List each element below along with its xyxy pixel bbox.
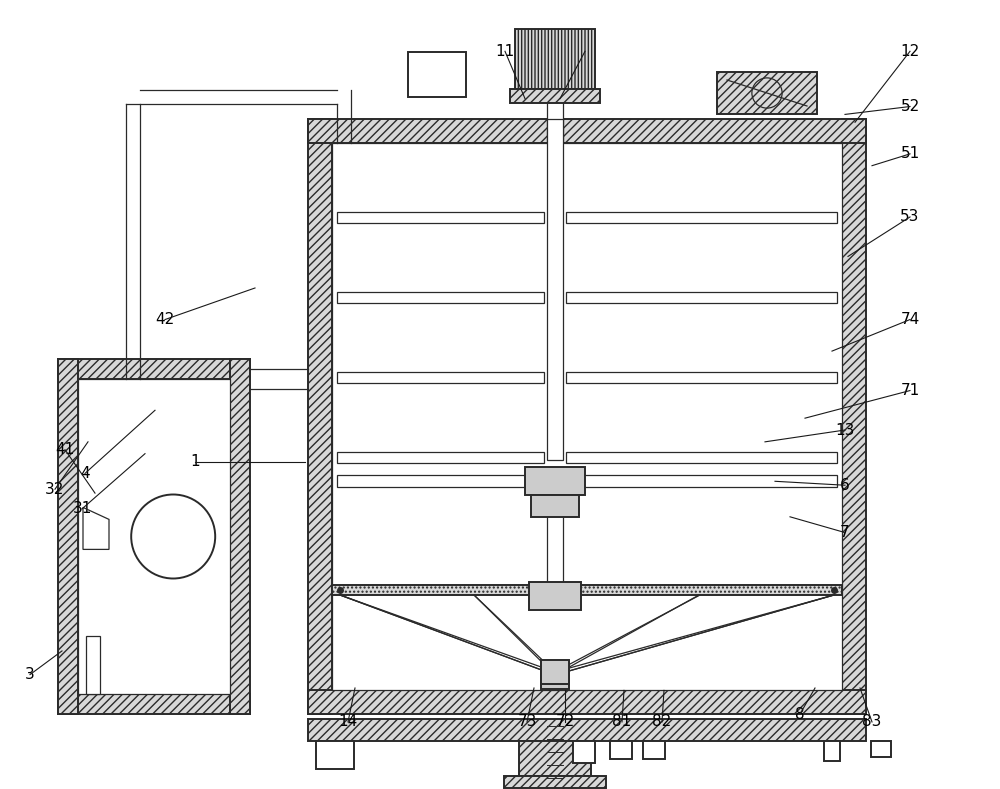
Bar bbox=[308, 119, 332, 714]
Bar bbox=[566, 372, 837, 383]
Bar bbox=[308, 119, 866, 143]
Bar bbox=[78, 379, 230, 694]
Text: 7: 7 bbox=[840, 525, 850, 540]
Bar bbox=[337, 292, 544, 303]
Text: 82: 82 bbox=[652, 714, 672, 730]
Bar bbox=[58, 694, 250, 714]
Bar bbox=[717, 72, 817, 114]
Bar bbox=[308, 690, 866, 714]
Bar bbox=[541, 660, 569, 684]
Bar bbox=[337, 372, 544, 383]
Text: 5: 5 bbox=[580, 43, 590, 59]
Text: 32: 32 bbox=[45, 481, 65, 497]
Text: 53: 53 bbox=[900, 209, 920, 225]
Bar bbox=[308, 719, 866, 741]
Bar bbox=[519, 741, 591, 776]
Text: 73: 73 bbox=[517, 714, 537, 730]
Text: 11: 11 bbox=[495, 43, 515, 59]
Bar bbox=[510, 89, 600, 103]
Bar bbox=[547, 719, 563, 789]
Text: 71: 71 bbox=[900, 383, 920, 398]
Text: 51: 51 bbox=[900, 146, 920, 162]
Bar bbox=[337, 452, 544, 463]
Bar bbox=[316, 741, 354, 769]
Bar bbox=[230, 359, 250, 714]
Text: 72: 72 bbox=[555, 714, 575, 730]
Bar bbox=[332, 143, 842, 690]
Bar bbox=[547, 119, 563, 460]
Text: 4: 4 bbox=[80, 466, 90, 481]
Bar bbox=[529, 582, 581, 610]
Bar bbox=[337, 212, 544, 223]
Text: 41: 41 bbox=[55, 442, 75, 458]
Bar bbox=[842, 119, 866, 714]
Text: 42: 42 bbox=[155, 312, 175, 327]
Bar bbox=[610, 741, 632, 759]
Bar bbox=[824, 741, 840, 761]
Bar bbox=[515, 29, 595, 89]
Bar bbox=[566, 292, 837, 303]
Bar bbox=[332, 585, 842, 595]
Bar bbox=[504, 776, 606, 788]
Bar bbox=[86, 636, 100, 694]
Text: 31: 31 bbox=[72, 501, 92, 517]
Text: 1: 1 bbox=[190, 454, 200, 469]
Bar bbox=[58, 359, 78, 714]
Bar bbox=[566, 452, 837, 463]
Text: 6: 6 bbox=[840, 477, 850, 493]
Text: 14: 14 bbox=[338, 714, 358, 730]
Bar bbox=[547, 63, 563, 143]
Bar bbox=[573, 741, 595, 763]
Bar bbox=[566, 475, 837, 487]
Bar bbox=[337, 475, 544, 487]
Bar bbox=[871, 741, 891, 757]
Bar bbox=[58, 359, 250, 379]
Bar bbox=[566, 212, 837, 223]
Text: 83: 83 bbox=[862, 714, 882, 730]
Text: 74: 74 bbox=[900, 312, 920, 327]
Text: 13: 13 bbox=[835, 422, 855, 438]
Bar bbox=[525, 467, 585, 495]
Bar bbox=[541, 661, 569, 689]
Bar bbox=[547, 490, 563, 595]
Bar bbox=[408, 52, 466, 97]
Text: 81: 81 bbox=[612, 714, 632, 730]
Bar bbox=[531, 495, 579, 517]
Bar bbox=[643, 741, 665, 759]
Text: 52: 52 bbox=[900, 99, 920, 114]
Text: 3: 3 bbox=[25, 667, 35, 682]
Text: 12: 12 bbox=[900, 43, 920, 59]
Text: 8: 8 bbox=[795, 706, 805, 722]
